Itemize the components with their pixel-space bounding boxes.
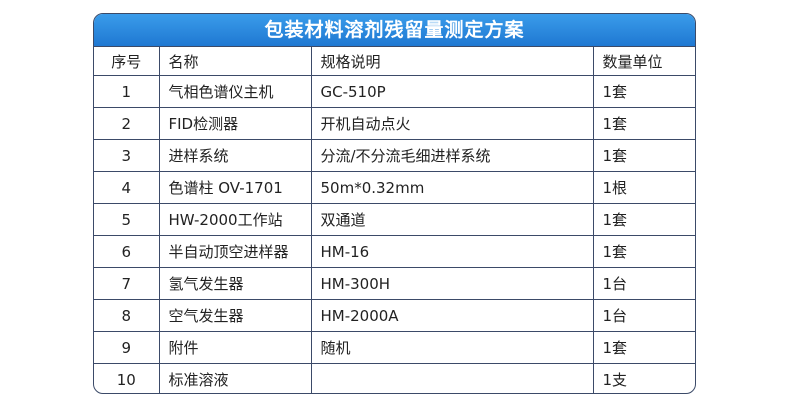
item-spec: 分流/不分流毛细进样系统 (310, 139, 594, 172)
item-name: 标准溶液 (158, 363, 312, 393)
item-spec: 50m*0.32mm (310, 171, 594, 204)
item-spec: HM-2000A (310, 299, 594, 332)
row-index: 2 (94, 107, 160, 140)
item-quantity: 1套 (592, 139, 695, 172)
table-title: 包装材料溶剂残留量测定方案 (94, 14, 695, 47)
row-index: 7 (94, 267, 160, 300)
table-row: 9 附件 随机 1套 (94, 331, 695, 364)
item-name: 空气发生器 (158, 299, 312, 332)
row-index: 9 (94, 331, 160, 364)
table-row: 7 氢气发生器 HM-300H 1台 (94, 267, 695, 300)
item-spec: 随机 (310, 331, 594, 364)
item-name: 色谱柱 OV-1701 (158, 171, 312, 204)
table-row: 1 气相色谱仪主机 GC-510P 1套 (94, 75, 695, 108)
item-quantity: 1套 (592, 75, 695, 108)
row-index: 3 (94, 139, 160, 172)
item-quantity: 1套 (592, 203, 695, 236)
equipment-table-panel: 包装材料溶剂残留量测定方案 序号 名称 规格说明 数量单位 1 气相色谱仪主机 GC… (93, 13, 696, 394)
item-spec: GC-510P (310, 75, 594, 108)
row-index: 4 (94, 171, 160, 204)
row-index: 5 (94, 203, 160, 236)
item-quantity: 1根 (592, 171, 695, 204)
row-index: 1 (94, 75, 160, 108)
item-quantity: 1套 (592, 107, 695, 140)
item-quantity: 1套 (592, 235, 695, 268)
item-quantity: 1支 (592, 363, 695, 393)
item-spec: 双通道 (310, 203, 594, 236)
item-spec: 开机自动点火 (310, 107, 594, 140)
item-name: 进样系统 (158, 139, 312, 172)
header-cell: 序号 (94, 47, 160, 76)
header-cell: 数量单位 (592, 47, 695, 76)
item-spec: HM-300H (310, 267, 594, 300)
item-name: HW-2000工作站 (158, 203, 312, 236)
equipment-table: 序号 名称 规格说明 数量单位 1 气相色谱仪主机 GC-510P 1套 2 FID检测器… (94, 47, 695, 393)
table-row: 6 半自动顶空进样器 HM-16 1套 (94, 235, 695, 268)
table-row: 3 进样系统 分流/不分流毛细进样系统 1套 (94, 139, 695, 172)
table-row: 10 标准溶液 1支 (94, 363, 695, 393)
item-quantity: 1台 (592, 267, 695, 300)
header-cell: 规格说明 (310, 47, 594, 76)
row-index: 8 (94, 299, 160, 332)
item-name: 气相色谱仪主机 (158, 75, 312, 108)
item-quantity: 1套 (592, 331, 695, 364)
table-row: 2 FID检测器 开机自动点火 1套 (94, 107, 695, 140)
row-index: 6 (94, 235, 160, 268)
table-row: 4 色谱柱 OV-1701 50m*0.32mm 1根 (94, 171, 695, 204)
item-spec: HM-16 (310, 235, 594, 268)
table-row: 5 HW-2000工作站 双通道 1套 (94, 203, 695, 236)
header-row: 序号 名称 规格说明 数量单位 (94, 47, 695, 76)
header-cell: 名称 (158, 47, 312, 76)
item-quantity: 1台 (592, 299, 695, 332)
item-name: 氢气发生器 (158, 267, 312, 300)
row-index: 10 (94, 363, 160, 393)
item-name: 附件 (158, 331, 312, 364)
item-spec (310, 363, 594, 393)
table-row: 8 空气发生器 HM-2000A 1台 (94, 299, 695, 332)
item-name: FID检测器 (158, 107, 312, 140)
item-name: 半自动顶空进样器 (158, 235, 312, 268)
